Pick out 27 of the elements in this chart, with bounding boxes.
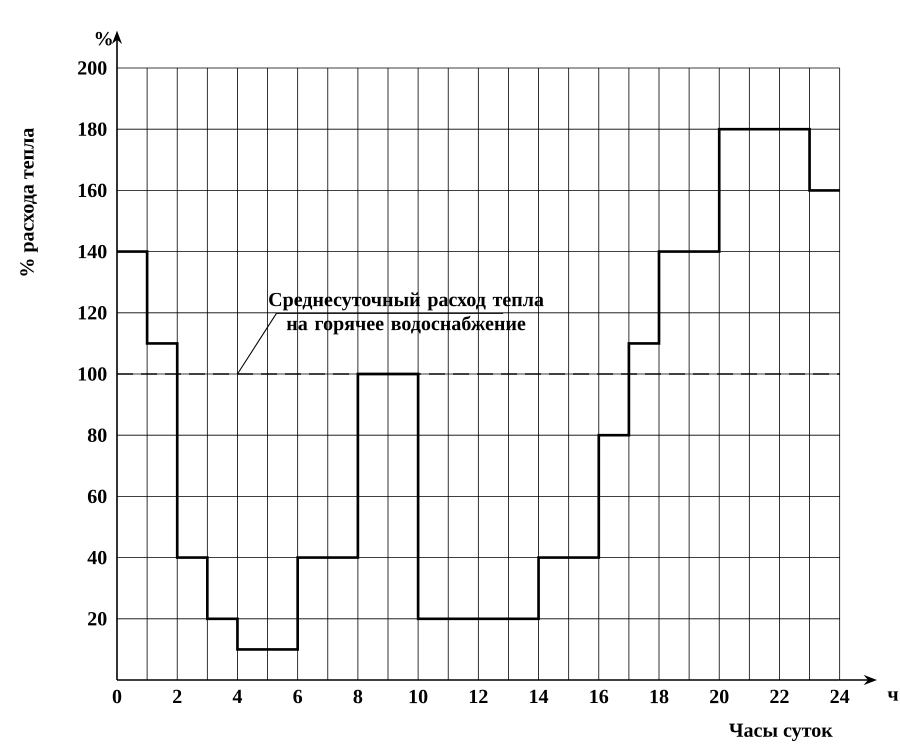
y-axis-title: % расхода тепла <box>20 128 38 276</box>
y-tick-label: 20 <box>88 612 106 626</box>
x-tick-label: 8 <box>354 690 362 704</box>
y-tick-label: 80 <box>88 428 106 442</box>
y-tick-label: 60 <box>88 490 106 504</box>
x-tick-label: 16 <box>590 690 608 704</box>
x-tick-label: 18 <box>650 690 668 704</box>
text: ч <box>888 691 898 701</box>
x-tick-label: 10 <box>410 690 428 704</box>
y-tick-label: 180 <box>78 122 106 136</box>
y-tick-label: 120 <box>78 306 106 320</box>
y-tick-label: 160 <box>78 184 106 198</box>
x-tick-label: 24 <box>830 690 850 704</box>
y-tick-label: 200 <box>78 61 106 75</box>
x-tick-label: 6 <box>293 690 302 704</box>
y-tick-label: 140 <box>78 244 106 258</box>
x-tick-label: 12 <box>470 690 488 704</box>
x-axis-title: Часы суток <box>729 724 833 742</box>
x-tick-label: 20 <box>710 690 728 704</box>
x-tick-label: 22 <box>770 690 789 704</box>
y-tick-label: 40 <box>87 550 106 564</box>
x-tick-label: 14 <box>530 690 548 703</box>
x-tick-label: 2 <box>173 690 182 704</box>
y-tick-label: 100 <box>78 367 106 381</box>
x-tick-label: 4 <box>232 690 242 703</box>
x-tick-label: 0 <box>112 690 122 704</box>
text: % <box>96 32 112 46</box>
